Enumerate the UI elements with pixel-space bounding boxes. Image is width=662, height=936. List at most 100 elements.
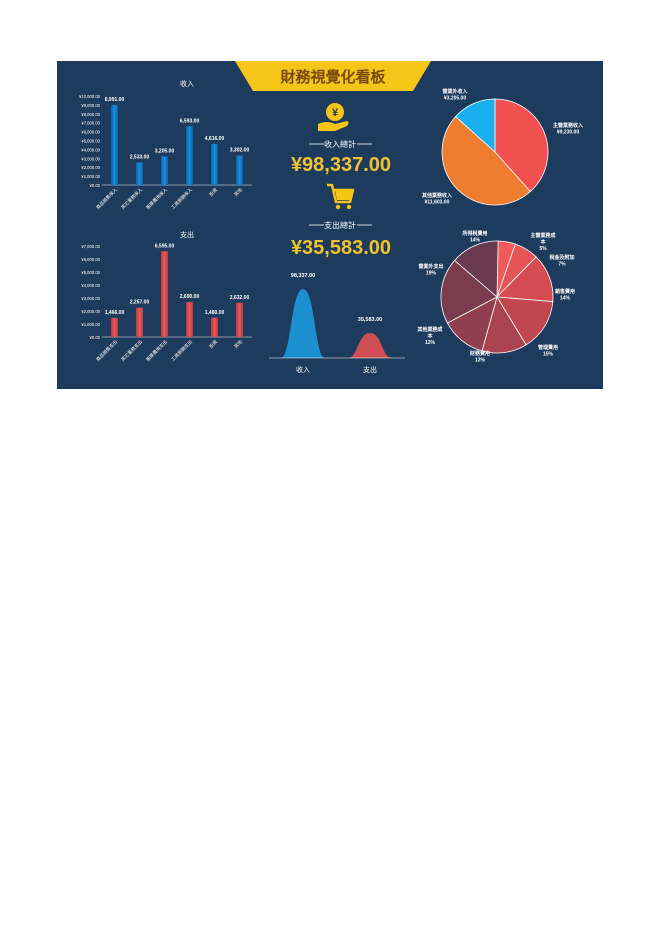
income-y-tick: ¥8,000.00 <box>81 112 100 117</box>
total-compare-x-tick: 收入 <box>296 365 310 374</box>
income-y-tick: ¥0.00 <box>90 183 101 188</box>
expense-pie-slice-label: 14% <box>560 296 571 302</box>
income-y-tick: ¥7,000.00 <box>81 121 100 126</box>
income-pie-slice <box>494 98 549 193</box>
expense-y-tick: ¥0.00 <box>90 335 101 340</box>
expense-data-label: 1,480.00 <box>205 310 225 316</box>
expense-pie-slice-label: 主營業務成 <box>530 232 555 239</box>
dashboard-panel: 財務視覺化看板 ¥ 收入總計 ¥98,337.00 支出總計 ¥35,583.0… <box>57 61 603 389</box>
total-compare-area <box>281 289 325 358</box>
expense-data-label: 2,257.00 <box>130 300 150 306</box>
expense-pie-slice-label: 管理費用 <box>538 344 558 351</box>
expense-bar <box>136 307 143 337</box>
expense-data-label: 2,690.00 <box>180 294 200 300</box>
expense-x-tick: 其他 <box>232 338 244 350</box>
income-bar <box>211 143 218 185</box>
expense-y-tick: ¥3,000.00 <box>81 296 100 301</box>
income-y-tick: ¥2,000.00 <box>81 165 100 170</box>
income-data-label: 4,616.00 <box>205 136 225 142</box>
expense-pie-slice-label: 所得稅費用 <box>462 230 487 237</box>
income-pie-slice-label: ¥3,205.00 <box>444 96 466 102</box>
expense-pie-slice <box>454 240 499 298</box>
income-x-tick: 投資 <box>207 186 219 198</box>
expense-y-tick: ¥6,000.00 <box>81 257 100 262</box>
income-bar <box>161 156 168 185</box>
expense-pie-slice-label: 本 <box>426 333 433 340</box>
expense-y-tick: ¥7,000.00 <box>81 244 100 249</box>
total-compare-chart: 98,337.00 收入 35,583.00 支出 <box>269 273 405 374</box>
income-x-tick: 其他 <box>232 186 244 198</box>
income-y-tick: ¥4,000.00 <box>81 147 100 152</box>
income-x-tick: 商品銷售收入 <box>94 186 119 211</box>
yen-hand-icon: ¥ <box>318 103 349 131</box>
expense-pie-slice-label: 14% <box>470 238 481 244</box>
expense-total-label-group: 支出總計 <box>309 220 372 230</box>
dashboard-title: 財務視覺化看板 <box>279 68 386 86</box>
expense-total-value: ¥35,583.00 <box>291 237 391 259</box>
total-compare-data-label: 98,337.00 <box>291 273 315 279</box>
total-compare-x-tick: 支出 <box>363 365 377 374</box>
expense-pie-slice-label: 銷售費用 <box>555 288 575 295</box>
expense-pie-chart: 主營業務成本5%稅金及附加7%銷售費用14%管理費用15%財務費用13%其他業務… <box>417 230 575 364</box>
expense-pie-slice <box>496 296 554 346</box>
expense-pie-slice-label: 本 <box>539 239 546 246</box>
income-x-tick: 工資薪酬收入 <box>169 186 194 211</box>
total-compare-data-label: 35,583.00 <box>358 317 382 323</box>
income-y-tick: ¥10,000.00 <box>79 94 101 99</box>
expense-pie-slice-label: 13% <box>475 358 486 364</box>
income-pie-slice-label: 營業外收入 <box>442 88 467 95</box>
expense-y-tick: ¥5,000.00 <box>81 270 100 275</box>
income-total-label: 收入總計 <box>324 139 356 149</box>
expense-bar <box>161 251 168 337</box>
expense-bar <box>186 302 193 337</box>
expense-total-label: 支出總計 <box>324 220 356 230</box>
expense-pie-slice-label: 稅金及附加 <box>549 254 574 261</box>
expense-pie-slice-label: 其他業務成 <box>417 326 442 333</box>
income-chart: 收入 ¥0.00 ¥1,000.00 ¥2,000.00 ¥3,000.00 ¥4,000… <box>79 79 252 211</box>
expense-x-tick: 商品銷售支出 <box>94 338 119 363</box>
income-x-tick: 服務費用收入 <box>144 186 169 211</box>
expense-pie-slice-label: 7% <box>558 262 566 268</box>
income-bar <box>236 155 243 185</box>
income-data-label: 3,302.00 <box>230 148 250 154</box>
expense-title: 支出 <box>180 230 194 239</box>
expense-x-tick: 工資薪酬支出 <box>169 338 194 363</box>
income-y-tick: ¥6,000.00 <box>81 130 100 135</box>
expense-x-tick: 其它業務支出 <box>119 338 144 363</box>
income-pie-chart: 主營業務收入¥9,230.00 其他業務收入¥11,603.00 營業外收入¥3,2… <box>422 88 583 206</box>
income-pie-slice-label: 其他業務收入 <box>422 192 452 199</box>
income-pie-slice-label: 主營業務收入 <box>553 122 583 129</box>
expense-y-tick: ¥2,000.00 <box>81 309 100 314</box>
income-pie-slice-label: ¥9,230.00 <box>557 130 579 136</box>
income-y-tick: ¥9,000.00 <box>81 103 100 108</box>
expense-pie-slice-label: 15% <box>543 352 554 358</box>
income-data-label: 8,991.00 <box>105 97 125 103</box>
expense-x-tick: 投資 <box>207 338 219 350</box>
expense-pie-slice-label: 13% <box>425 340 436 346</box>
expense-data-label: 1,466.00 <box>105 310 125 316</box>
income-bar <box>136 162 143 185</box>
expense-bar <box>111 317 118 337</box>
expense-bar <box>236 302 243 337</box>
shopping-cart-icon <box>327 183 355 210</box>
expense-chart: 支出 ¥0.00 ¥1,000.00 ¥2,000.00 ¥3,000.00 ¥4,000… <box>81 230 252 363</box>
income-y-tick: ¥1,000.00 <box>81 174 100 179</box>
income-pie-slice <box>441 115 531 206</box>
expense-pie-slice <box>440 259 498 324</box>
income-y-tick: ¥5,000.00 <box>81 139 100 144</box>
income-total-label-group: 收入總計 <box>309 139 372 149</box>
income-title: 收入 <box>180 79 194 88</box>
expense-x-tick: 服務費用支出 <box>144 338 169 363</box>
svg-text:¥: ¥ <box>332 107 339 119</box>
expense-pie-slice-label: 營業外支出 <box>418 263 443 270</box>
expense-bar <box>211 317 218 337</box>
income-data-label: 6,593.00 <box>180 118 200 124</box>
income-pie-slice <box>455 98 496 153</box>
expense-y-tick: ¥4,000.00 <box>81 283 100 288</box>
income-data-label: 3,205.00 <box>155 148 175 154</box>
expense-data-label: 2,632.00 <box>230 295 250 301</box>
income-pie-slice-label: ¥11,603.00 <box>425 200 450 206</box>
expense-y-tick: ¥1,000.00 <box>81 322 100 327</box>
total-compare-area <box>348 333 392 358</box>
income-total-value: ¥98,337.00 <box>291 154 391 176</box>
